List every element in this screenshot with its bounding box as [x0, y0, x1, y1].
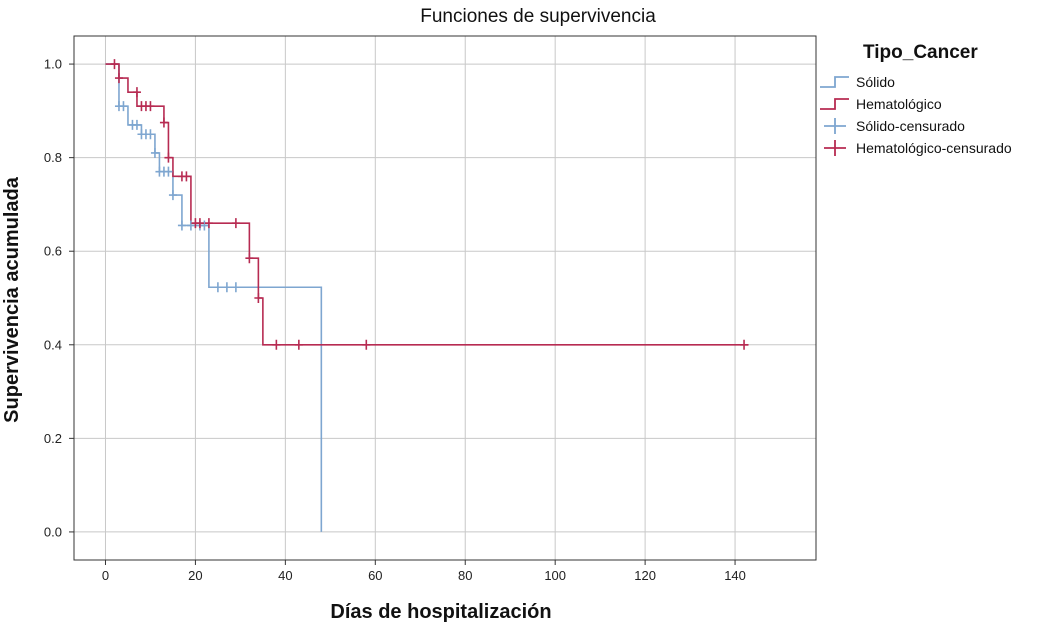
y-tick-label: 0.0: [44, 524, 62, 539]
legend-censor-symbol: [824, 118, 846, 134]
legend-censor-symbol: [824, 140, 846, 156]
chart-title: Funciones de supervivencia: [420, 6, 656, 27]
hematologico-censor-mark: [204, 218, 213, 229]
hematologico-censor-mark: [110, 59, 119, 70]
hematologico-censor-mark: [294, 339, 303, 350]
legend-title: Tipo_Cancer: [863, 42, 978, 63]
y-axis-title: Supervivencia acumulada: [1, 176, 23, 423]
x-tick-label: 0: [102, 568, 109, 583]
solido-censor-mark: [150, 147, 159, 158]
legend: Tipo_Cancer Sólido Hematológico Sólido-cen…: [820, 42, 1012, 156]
legend-line-symbol: [820, 98, 849, 110]
solido-censor-mark: [164, 166, 173, 177]
x-tick-label: 120: [634, 568, 656, 583]
hematologico-censor-mark: [231, 218, 240, 229]
solido-censor-mark: [186, 220, 195, 231]
x-tick-label: 80: [458, 568, 472, 583]
y-tick-label: 1.0: [44, 57, 62, 72]
plot-frame: [73, 35, 817, 561]
grid: [74, 36, 816, 560]
hematologico-censor-mark: [362, 339, 371, 350]
hematologico-censor-mark: [740, 339, 749, 350]
solido-censor-mark: [168, 190, 177, 201]
hematologico-censor-mark: [114, 73, 123, 84]
y-axis-ticks: 0.0 0.2 0.4 0.6 0.8 1.0: [44, 57, 74, 539]
x-tick-label: 140: [724, 568, 746, 583]
legend-label: Sólido-censurado: [856, 118, 965, 134]
hematologico-censor-mark: [245, 253, 254, 264]
solido-censor-mark: [146, 129, 155, 140]
series-layer: [105, 59, 749, 532]
hematologico-censor-mark: [254, 293, 263, 303]
legend-items: Sólido Hematológico Sólido-censurado Hemato…: [820, 74, 1012, 156]
hematologico-censor-mark: [159, 117, 168, 128]
solido-censor-mark: [119, 101, 128, 112]
hematologico-censor-mark: [272, 339, 281, 350]
x-axis-title: Días de hospitalización: [330, 601, 551, 623]
hematologico-censor-mark: [164, 152, 173, 163]
hematologico-censor-mark: [146, 101, 155, 112]
solido-censor-mark: [222, 282, 231, 293]
solido-censor-mark: [177, 220, 186, 231]
legend-label: Sólido: [856, 74, 895, 90]
solido-censor-mark: [231, 282, 240, 293]
y-tick-label: 0.2: [44, 431, 62, 446]
x-tick-label: 40: [278, 568, 292, 583]
y-tick-label: 0.4: [44, 337, 62, 352]
solido-censor-mark: [132, 119, 141, 130]
x-tick-label: 20: [188, 568, 202, 583]
x-axis-ticks: 0 20 40 60 80 100 120 140: [102, 560, 746, 583]
legend-label: Hematológico-censurado: [856, 140, 1012, 156]
legend-line-symbol: [820, 76, 849, 88]
legend-label: Hematológico: [856, 96, 942, 112]
y-tick-label: 0.8: [44, 150, 62, 165]
hematologico-censor-mark: [195, 218, 204, 229]
hematologico-censor-mark: [132, 87, 141, 98]
solido-censor-mark: [213, 282, 222, 293]
solido-censor-mark: [200, 220, 209, 231]
x-tick-label: 60: [368, 568, 382, 583]
hematologico-censor-mark: [182, 171, 191, 182]
x-tick-label: 100: [544, 568, 566, 583]
y-tick-label: 0.6: [44, 244, 62, 259]
hematologico-survival-line: [105, 63, 749, 346]
